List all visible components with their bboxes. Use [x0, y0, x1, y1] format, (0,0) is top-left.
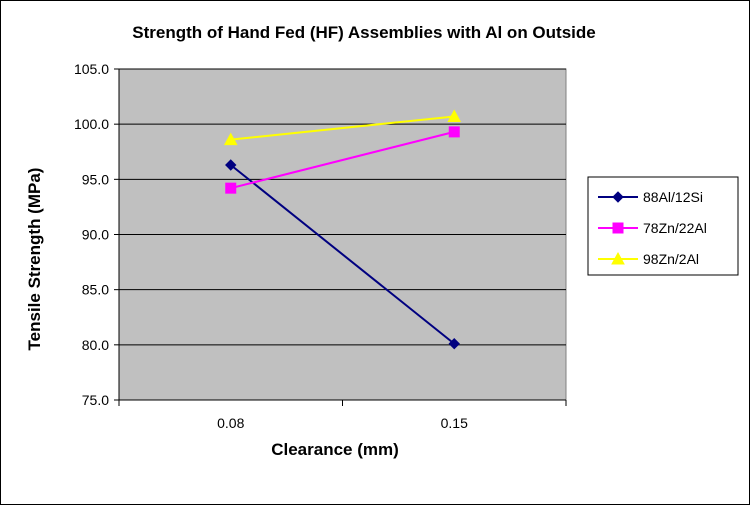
- y-tick-label: 90.0: [82, 227, 109, 243]
- x-tick-label: 0.15: [441, 415, 468, 431]
- series-line: [230, 115, 455, 141]
- y-tick-label: 95.0: [82, 171, 109, 187]
- y-tick-label: 75.0: [82, 392, 109, 408]
- data-point: [447, 109, 462, 122]
- x-tick-labels: 0.08 0.15: [118, 400, 567, 431]
- legend: 88Al/12Si 78Zn/22Al 98Zn/2Al: [587, 176, 739, 276]
- y-tick-label: 105.0: [74, 61, 109, 77]
- legend-marker: [611, 251, 625, 265]
- data-point: [448, 126, 460, 138]
- series-1: [225, 126, 460, 194]
- legend-label: 88Al/12Si: [643, 189, 703, 205]
- legend-marker: [612, 191, 624, 203]
- legend-entry: 98Zn/2Al: [598, 251, 699, 267]
- legend-marker: [612, 222, 624, 234]
- series-line: [230, 130, 455, 190]
- y-tick-label: 80.0: [82, 337, 109, 353]
- legend-label: 78Zn/22Al: [643, 220, 707, 236]
- legend-entry: 88Al/12Si: [598, 189, 703, 205]
- legend-entry: 78Zn/22Al: [598, 220, 707, 236]
- series-0: [225, 159, 460, 350]
- data-point: [225, 182, 237, 194]
- data-point: [225, 159, 237, 171]
- gridlines: [114, 68, 566, 401]
- series-line: [230, 164, 455, 345]
- y-tick-labels: 75.0 80.0 85.0 90.0 95.0 100.0 105.0: [74, 61, 109, 408]
- series-2: [223, 109, 462, 146]
- y-axis-title: Tensile Strength (MPa): [25, 168, 44, 351]
- y-tick-label: 100.0: [74, 116, 109, 132]
- data-point: [448, 338, 460, 350]
- data-point: [223, 132, 238, 146]
- series: [223, 109, 462, 350]
- legend-label: 98Zn/2Al: [643, 251, 699, 267]
- x-axis-title: Clearance (mm): [271, 440, 399, 459]
- chart-title: Strength of Hand Fed (HF) Assemblies wit…: [132, 23, 595, 42]
- y-tick-label: 85.0: [82, 282, 109, 298]
- x-tick-label: 0.08: [217, 415, 244, 431]
